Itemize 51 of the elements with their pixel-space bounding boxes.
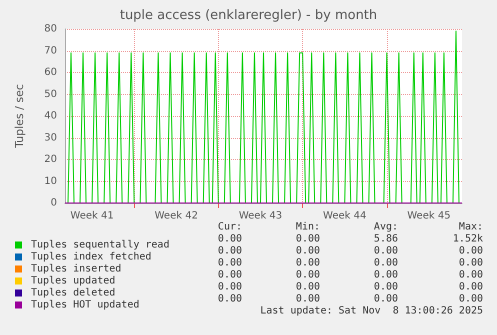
y-tick-label: 40 xyxy=(44,110,57,122)
y-axis-title: Tuples / sec xyxy=(13,84,26,149)
text: 0.00 xyxy=(374,246,398,256)
x-tick-label: Week 42 xyxy=(154,210,198,222)
text: 0.00 xyxy=(296,246,320,256)
text: 0.00 xyxy=(374,294,398,304)
text: 0.00 xyxy=(458,270,484,280)
text: 0.00 xyxy=(218,258,242,268)
text: 1.52k xyxy=(452,234,484,244)
y-tick-label: 0 xyxy=(50,198,57,208)
text: Avg: xyxy=(374,222,398,232)
y-tick-label: 30 xyxy=(44,132,57,144)
text: 0.00 xyxy=(218,246,242,256)
text: Min: xyxy=(296,222,320,232)
y-tick-label: 10 xyxy=(44,176,57,187)
text: 0.00 xyxy=(218,234,242,244)
text: 0.00 xyxy=(374,282,398,292)
text: 5.86 xyxy=(374,234,398,244)
legend-label: Tuples index fetched xyxy=(31,252,152,262)
y-tick-label: 50 xyxy=(44,88,57,100)
x-tick-label: Week 41 xyxy=(70,210,114,222)
text: Last update: Sat Nov 8 13:00:26 2025 xyxy=(260,306,484,316)
text: 0.00 xyxy=(218,270,242,280)
y-tick-label: 60 xyxy=(44,67,57,78)
x-tick-label: Week 45 xyxy=(407,210,451,222)
chart-title: tuple access (enklareregler) - by month xyxy=(120,8,378,23)
y-tick-label: 20 xyxy=(44,154,57,165)
text: 0.00 xyxy=(458,294,484,304)
y-tick-label: 70 xyxy=(44,45,57,56)
text: Max: xyxy=(458,222,484,232)
y-tick-label: 80 xyxy=(44,24,57,34)
legend-label: Tuples sequentally read xyxy=(31,240,170,250)
text: 0.00 xyxy=(374,270,398,280)
legend-label: Tuples HOT updated xyxy=(31,300,140,310)
legend-label: Tuples deleted xyxy=(31,288,116,298)
text: 0.00 xyxy=(458,246,484,256)
text: 0.00 xyxy=(458,282,484,292)
text: 0.00 xyxy=(296,294,320,304)
text: 0.00 xyxy=(458,258,484,268)
text: Cur: xyxy=(218,222,242,232)
text: 0.00 xyxy=(296,270,320,280)
x-tick-label: Week 43 xyxy=(238,210,282,222)
legend-label: Tuples updated xyxy=(31,276,116,286)
text: 0.00 xyxy=(296,258,320,268)
text: 0.00 xyxy=(218,294,242,304)
text: 0.00 xyxy=(218,282,242,292)
text: 0.00 xyxy=(296,234,320,244)
text: 0.00 xyxy=(296,282,320,292)
text: 0.00 xyxy=(374,258,398,268)
x-tick-label: Week 44 xyxy=(323,210,366,222)
legend-label: Tuples inserted xyxy=(31,264,122,274)
